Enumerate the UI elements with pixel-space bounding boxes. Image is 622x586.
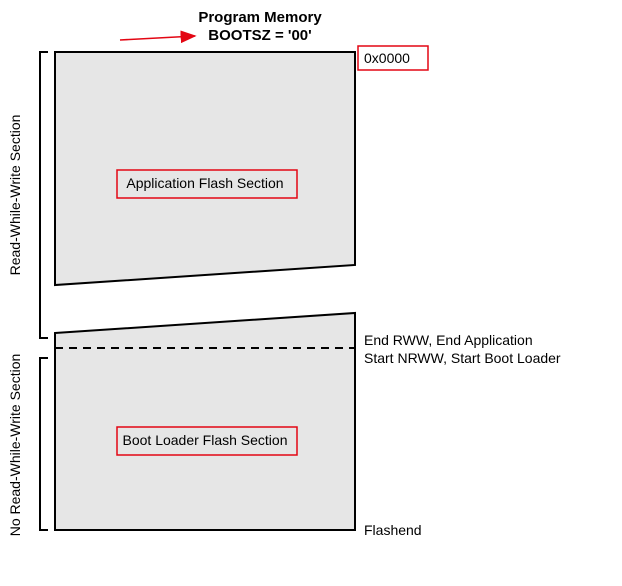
addr0-label: 0x0000 — [364, 50, 410, 66]
app-section-label: Application Flash Section — [126, 175, 283, 191]
rww-side-label: Read-While-Write Section — [7, 115, 23, 276]
title-line1: Program Memory — [198, 9, 322, 26]
end-rww-label: End RWW, End Application — [364, 332, 533, 348]
title-line2: BOOTSZ = '00' — [208, 27, 311, 44]
lower-section-block — [55, 313, 355, 530]
nrww-side-label: No Read-While-Write Section — [7, 354, 23, 537]
boot-section-label: Boot Loader Flash Section — [123, 432, 288, 448]
application-section-block — [55, 52, 355, 285]
flashend-label: Flashend — [364, 522, 422, 538]
start-nrww-label: Start NRWW, Start Boot Loader — [364, 350, 561, 366]
